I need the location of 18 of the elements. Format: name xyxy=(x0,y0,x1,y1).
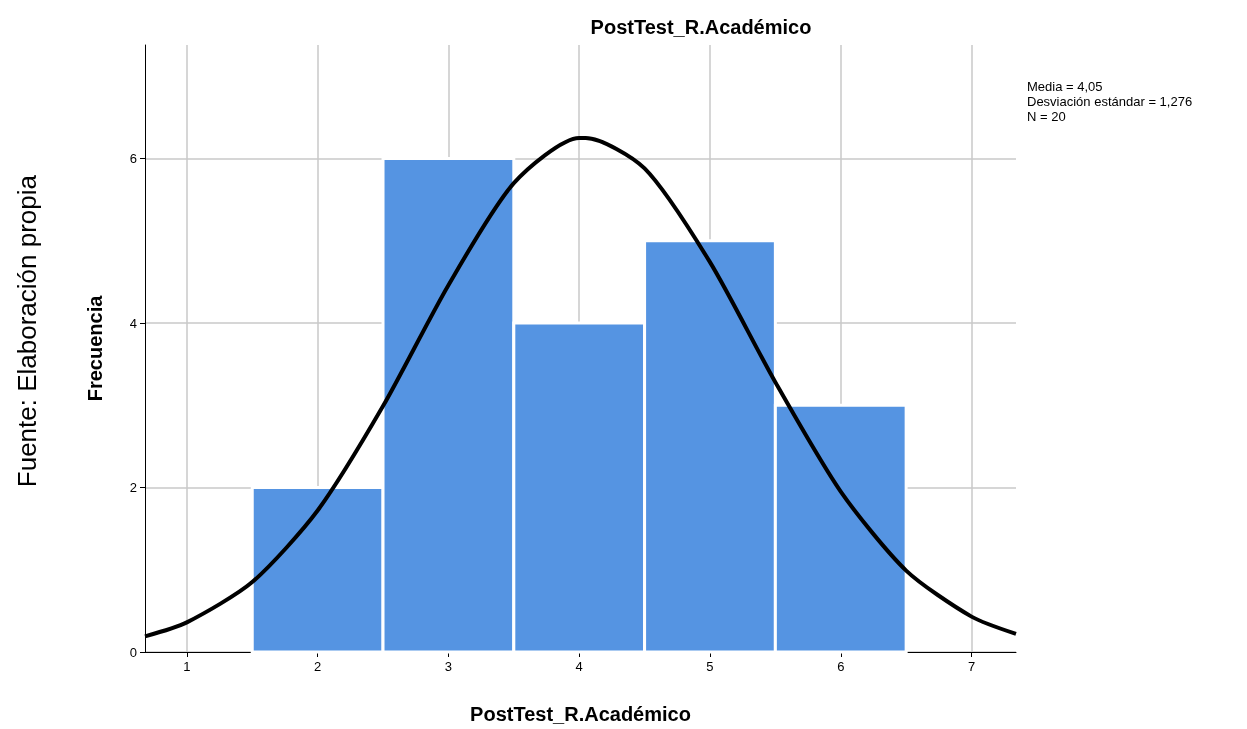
chart-title: PostTest_R.Académico xyxy=(590,16,812,38)
text: Media = 4,05 xyxy=(1027,79,1103,94)
text: Desviación estándar = 1,276 xyxy=(1027,94,1193,109)
y-tick-label: 4 xyxy=(129,315,137,331)
y-tick-label: 2 xyxy=(129,480,137,495)
x-tick-label: 3 xyxy=(444,659,453,674)
x-axis-title: PostTest_R.Académico xyxy=(470,703,691,725)
text: N = 20 xyxy=(1027,109,1066,124)
x-tick-label: 7 xyxy=(967,659,976,674)
y-axis-title: Frecuencia xyxy=(84,294,106,402)
source-note: Fuente: Elaboración propia xyxy=(12,174,42,488)
x-tick-label: 4 xyxy=(575,659,583,674)
x-tick-label: 6 xyxy=(837,659,845,674)
y-tick-label: 0 xyxy=(129,644,137,660)
x-tick-label: 1 xyxy=(183,659,191,674)
x-tick-label: 5 xyxy=(706,659,714,674)
y-tick-label: 6 xyxy=(129,151,137,166)
x-tick-label: 2 xyxy=(314,659,322,674)
